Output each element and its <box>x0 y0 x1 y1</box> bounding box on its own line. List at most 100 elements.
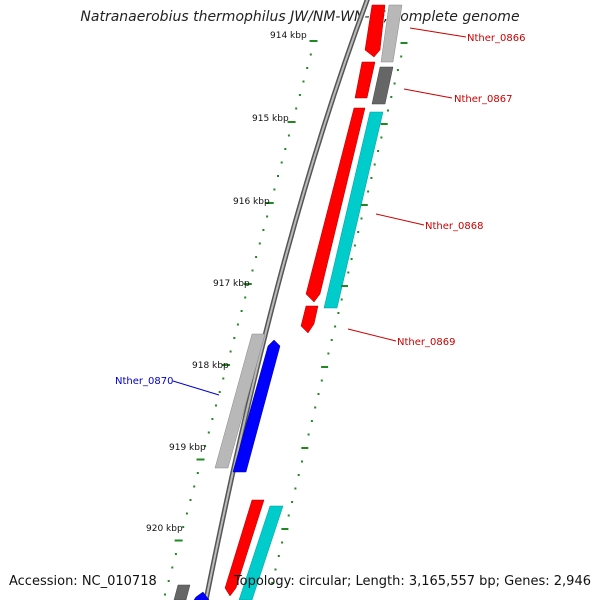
minor-tick <box>258 242 261 245</box>
gene-nther-0867-forward[interactable] <box>354 61 376 99</box>
major-tick <box>174 539 183 542</box>
inner-minor-tick <box>317 393 320 395</box>
major-tick <box>265 202 274 204</box>
gene-bottom-reverse[interactable] <box>193 591 210 600</box>
minor-tick <box>185 512 188 515</box>
minor-tick <box>211 418 214 420</box>
minor-tick <box>280 161 283 164</box>
inner-minor-tick <box>301 460 303 463</box>
minor-tick <box>196 472 199 474</box>
inner-minor-tick <box>294 487 297 490</box>
scale-ticks <box>164 40 318 596</box>
gene-nther-0867-dark[interactable] <box>371 66 394 105</box>
inner-minor-tick <box>400 55 403 58</box>
minor-tick <box>266 215 269 218</box>
inner-major-tick <box>360 204 368 206</box>
minor-tick <box>204 445 207 447</box>
gene-lower-forward[interactable] <box>224 499 265 597</box>
inner-minor-tick <box>297 474 300 476</box>
inner-minor-tick <box>353 244 356 247</box>
minor-tick <box>229 350 232 353</box>
tick-label-920: 920 kbp <box>146 524 183 534</box>
inner-minor-tick <box>380 136 383 139</box>
tick-label-919: 919 kbp <box>169 443 206 453</box>
gene-lower-alt[interactable] <box>238 505 284 600</box>
minor-tick <box>164 593 166 596</box>
genome-backbone <box>203 0 370 600</box>
gene-nther-0870-gray[interactable] <box>214 333 266 469</box>
minor-tick <box>171 566 174 569</box>
tick-label-917: 917 kbp <box>213 279 250 289</box>
inner-minor-tick <box>274 568 277 571</box>
inner-major-tick <box>301 447 309 449</box>
gene-nther-0869-forward[interactable] <box>300 305 319 334</box>
inner-major-tick <box>281 528 289 530</box>
gene-nther-0868-forward[interactable] <box>305 107 366 303</box>
gene-label-nther-0869[interactable]: Nther_0869 <box>397 337 455 348</box>
inner-minor-tick <box>377 150 380 152</box>
inner-minor-tick <box>277 555 280 557</box>
minor-tick <box>236 323 239 326</box>
gene-nther-0868-alt[interactable] <box>323 111 384 309</box>
major-tick <box>309 40 318 42</box>
minor-tick <box>255 256 258 258</box>
inner-major-tick <box>321 366 329 368</box>
label-line-nther-0870 <box>172 380 220 396</box>
inner-minor-tick <box>287 514 290 517</box>
minor-tick <box>215 404 217 407</box>
tick-label-916: 916 kbp <box>233 197 270 207</box>
inner-minor-tick <box>320 379 323 382</box>
major-tick <box>287 121 296 123</box>
minor-tick <box>298 94 301 96</box>
gene-nther-0870-reverse[interactable] <box>232 339 281 473</box>
inner-minor-tick <box>291 501 294 503</box>
accession-text: Accession: NC_010718 <box>9 574 157 589</box>
label-line-nther-0866 <box>409 27 467 38</box>
minor-tick <box>302 80 305 83</box>
label-line-nther-0868 <box>375 213 425 226</box>
gene-label-nther-0868[interactable]: Nther_0868 <box>425 221 483 232</box>
gene-label-nther-0866[interactable]: Nther_0866 <box>467 33 525 44</box>
label-line-nther-0869 <box>347 328 397 342</box>
inner-major-tick <box>380 123 388 125</box>
major-tick <box>196 458 205 461</box>
minor-tick <box>233 337 236 339</box>
inner-minor-tick <box>370 177 373 179</box>
tick-label-914: 914 kbp <box>270 31 307 41</box>
label-line-nther-0867 <box>403 88 453 99</box>
topology-text: Topology: circular; Length: 3,165,557 bp… <box>233 574 591 589</box>
minor-tick <box>240 310 243 312</box>
inner-minor-tick <box>334 325 337 328</box>
minor-tick <box>189 499 192 501</box>
minor-tick <box>251 269 254 272</box>
minor-tick <box>284 148 287 150</box>
tick-label-915: 915 kbp <box>252 114 289 124</box>
minor-tick <box>174 553 177 555</box>
inner-major-tick <box>400 42 408 44</box>
minor-tick <box>309 53 312 56</box>
minor-tick <box>193 485 196 488</box>
gene-label-nther-0867[interactable]: Nther_0867 <box>454 94 512 105</box>
inner-minor-tick <box>357 231 360 233</box>
inner-minor-tick <box>340 298 343 301</box>
gene-bottom-dark[interactable] <box>173 584 191 600</box>
minor-tick <box>244 296 247 299</box>
inner-minor-tick <box>271 582 274 584</box>
minor-tick <box>273 188 276 191</box>
genome-title: Natranaerobius thermophilus JW/NM-WN-LF,… <box>80 9 520 25</box>
tick-label-918: 918 kbp <box>192 361 229 371</box>
inner-minor-tick <box>387 109 389 112</box>
gene-nther-0866-forward[interactable] <box>364 4 386 58</box>
inner-scale-ticks <box>271 42 408 584</box>
inner-minor-tick <box>393 82 396 85</box>
minor-tick <box>306 67 309 69</box>
inner-minor-tick <box>327 352 330 355</box>
inner-minor-tick <box>337 312 340 314</box>
minor-tick <box>277 175 279 177</box>
inner-minor-tick <box>360 217 363 220</box>
gene-label-nther-0870[interactable]: Nther_0870 <box>115 376 173 387</box>
minor-tick <box>167 580 170 582</box>
inner-minor-tick <box>307 433 310 436</box>
gene-nther-0866-gray[interactable] <box>380 4 403 63</box>
